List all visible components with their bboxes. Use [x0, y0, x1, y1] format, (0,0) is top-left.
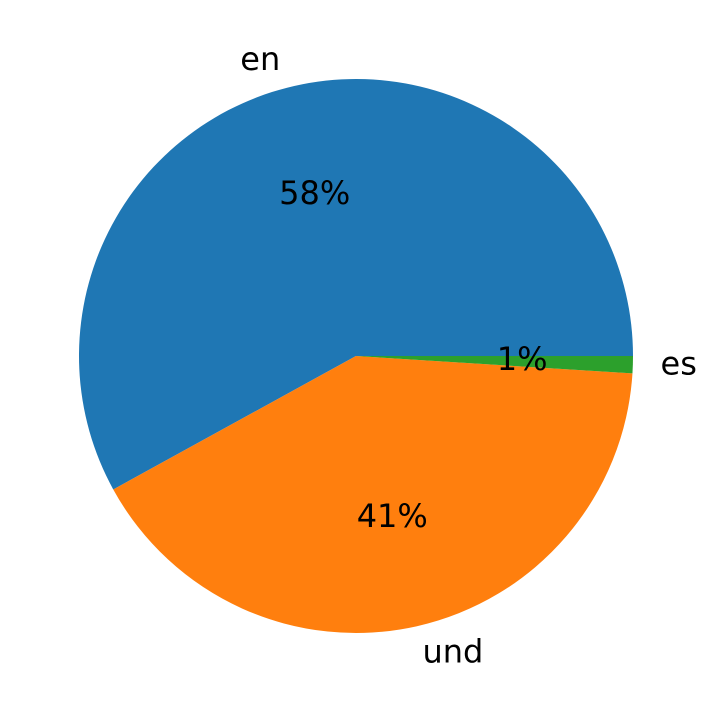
value-label: 58%: [279, 174, 350, 212]
pie-slice: [113, 356, 633, 633]
pie-slice: [78, 78, 633, 490]
slice-label: en: [240, 40, 280, 78]
pie-slice: [356, 356, 633, 374]
value-label: 41%: [357, 497, 428, 535]
slice-label: und: [422, 632, 483, 670]
value-label: 1%: [497, 340, 548, 378]
slice-label: es: [661, 345, 697, 383]
